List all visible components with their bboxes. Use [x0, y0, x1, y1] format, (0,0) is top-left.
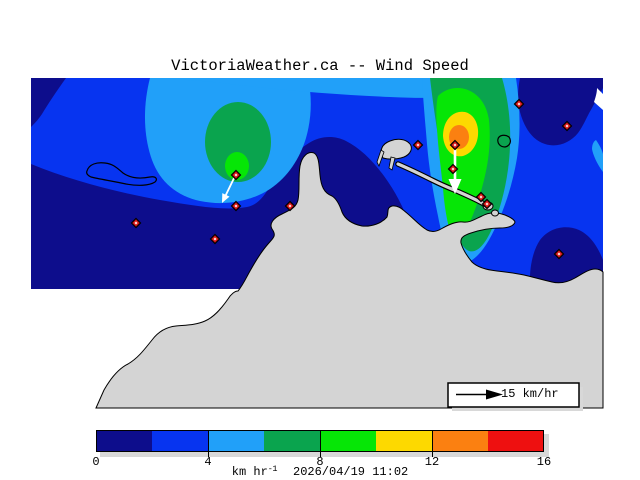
- colorbar-unit-exponent: -1: [267, 464, 278, 474]
- station-center-dot: [416, 143, 420, 147]
- station-marker: [553, 248, 565, 260]
- station-marker: [130, 217, 142, 229]
- colorbar-ticklabel-16: 16: [536, 455, 552, 469]
- colorbar-tickline-4: [207, 430, 209, 457]
- colorbar-segment-2: [208, 430, 264, 452]
- shore-islet-2: [491, 209, 499, 217]
- colorbar-segment-3: [264, 430, 320, 452]
- station-center-dot: [213, 237, 217, 241]
- contour-brightgreen-west-core: [225, 152, 249, 180]
- legend-arrow-head: [486, 389, 503, 400]
- station-marker: [481, 198, 493, 210]
- colorbar: [96, 430, 544, 452]
- island-outline-east: [497, 134, 511, 148]
- station-marker: [561, 120, 573, 132]
- colorbar-segment-7: [488, 430, 544, 452]
- legend-label: 15 km/hr: [501, 387, 559, 401]
- contour-lightblue-right-edge: [592, 140, 603, 172]
- shoreline-strip-fill: [396, 162, 486, 206]
- island-esquimalt: [380, 138, 412, 160]
- contour-green-west-blob: [205, 102, 271, 182]
- wind-arrow-head: [448, 179, 462, 194]
- station-center-dot: [288, 204, 292, 208]
- island-esquimalt-arm-east: [388, 156, 396, 171]
- station-marker: [475, 191, 487, 203]
- wind-arrow: [448, 149, 462, 194]
- station-center-dot: [451, 167, 455, 171]
- island-outline-race-rocks: [86, 162, 157, 186]
- station-marker: [230, 200, 242, 212]
- colorbar-segment-5: [376, 430, 432, 452]
- station-marker: [412, 139, 424, 151]
- landmass-main: [95, 152, 604, 409]
- station-center-dot: [234, 173, 238, 177]
- shoreline-strip: [395, 161, 487, 207]
- colorbar-ticklabel-12: 12: [424, 455, 440, 469]
- station-marker: [447, 163, 459, 175]
- colorbar-segment-0: [96, 430, 152, 452]
- wind-arrow-head: [222, 193, 230, 203]
- station-center-dot: [134, 221, 138, 225]
- station-markers: [130, 98, 573, 260]
- colorbar-ticklabel-4: 4: [204, 455, 212, 469]
- station-center-dot: [517, 102, 521, 106]
- land-layer: [95, 138, 604, 409]
- station-center-dot: [453, 143, 457, 147]
- colorbar-segment-4: [320, 430, 376, 452]
- station-marker: [513, 98, 525, 110]
- station-marker: [209, 233, 221, 245]
- colorbar-tickline-12: [431, 430, 433, 457]
- colorbar-tickline-8: [319, 430, 321, 457]
- colorbar-ticklabel-0: 0: [92, 455, 100, 469]
- colorbar-segment-6: [432, 430, 488, 452]
- calm-region-topleft-wedge: [31, 78, 66, 127]
- station-marker: [230, 169, 242, 181]
- station-center-dot: [485, 202, 489, 206]
- colorbar-unit: km hr: [231, 465, 268, 479]
- station-marker: [449, 139, 461, 151]
- colorbar-segment-1: [152, 430, 208, 452]
- calm-region-topright: [518, 78, 603, 146]
- station-marker: [284, 200, 296, 212]
- station-center-dot: [565, 124, 569, 128]
- station-center-dot: [557, 252, 561, 256]
- map-timestamp: 2026/04/19 11:02: [293, 465, 409, 479]
- legend-box: [447, 382, 583, 411]
- station-center-dot: [234, 204, 238, 208]
- page-title: VictoriaWeather.ca -- Wind Speed: [171, 57, 469, 75]
- island-esquimalt-arm-west: [376, 149, 385, 168]
- colorbar-caption: km hr-1 2026/04/19 11:02: [0, 463, 640, 479]
- map-edge-land-sliver: [594, 88, 603, 110]
- station-center-dot: [479, 195, 483, 199]
- colorbar-ticklabel-8: 8: [316, 455, 324, 469]
